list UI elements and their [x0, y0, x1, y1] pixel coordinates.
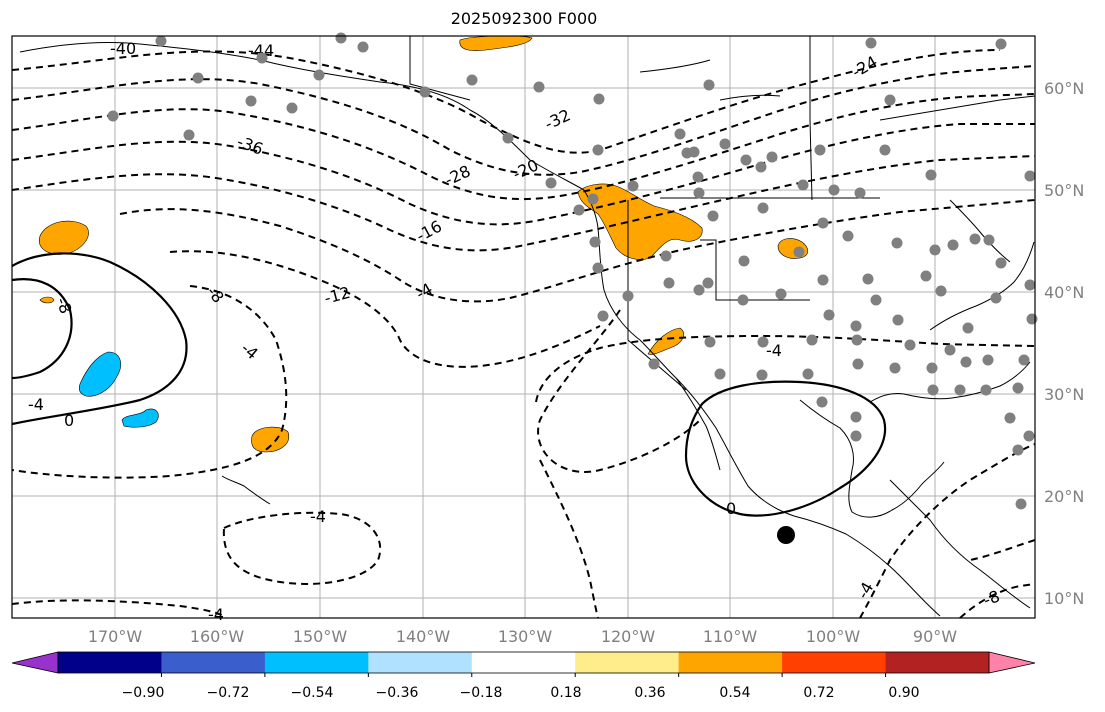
lat-label: 40°N: [1044, 283, 1084, 302]
colorbar-segment: [471, 652, 576, 673]
colorbar-tick-label: 0.54: [719, 685, 750, 701]
colorbar-segment: [368, 652, 473, 673]
colorbar-segment: [885, 652, 990, 673]
contour-label: 0: [64, 411, 74, 430]
colorbar-tick-label: 0.18: [550, 685, 581, 701]
lat-label: 60°N: [1044, 79, 1084, 98]
lat-label: 30°N: [1044, 385, 1084, 404]
longitude-labels: 170°W 160°W 150°W 140°W 130°W 120°W 110°…: [88, 627, 957, 646]
colorbar-segment: [678, 652, 783, 673]
lon-label: 130°W: [498, 627, 553, 646]
colorbar-segment: [575, 652, 680, 673]
colorbar-segment: [782, 652, 887, 673]
colorbar-tick-label: −0.90: [122, 685, 165, 701]
colorbar-tick-label: 0.72: [803, 685, 834, 701]
station-markers: [107, 32, 1038, 510]
colorbar-segment: [161, 652, 266, 673]
coastlines: [19, 36, 1036, 617]
zero-contours: [11, 252, 887, 517]
contour-label: -44: [248, 41, 274, 60]
contour-label: -4: [310, 507, 326, 526]
colorbar-outline: [57, 651, 990, 674]
contour-label: -4: [28, 395, 44, 414]
lon-label: 140°W: [396, 627, 451, 646]
colorbar: −0.90 −0.72 −0.54 −0.36 −0.18 0.18 0.36 …: [11, 651, 1036, 701]
lat-label: 20°N: [1044, 487, 1084, 506]
contour-label: -8: [981, 586, 1002, 609]
colorbar-tick-label: −0.18: [460, 685, 503, 701]
contour-label: -4: [208, 605, 224, 624]
lat-label: 50°N: [1044, 181, 1084, 200]
latitude-labels: 60°N 50°N 40°N 30°N 20°N 10°N: [1044, 79, 1084, 608]
lat-label: 10°N: [1044, 589, 1084, 608]
contour-label: 0: [726, 499, 736, 518]
colorbar-tick-label: −0.36: [376, 685, 419, 701]
colorbar-tick-labels: −0.90 −0.72 −0.54 −0.36 −0.18 0.18 0.36 …: [122, 685, 920, 701]
colorbar-tick-label: 0.36: [634, 685, 665, 701]
blue-anomaly-fills: [78, 351, 159, 428]
colorbar-tick-label: −0.72: [207, 685, 250, 701]
colorbar-extend-low: [11, 651, 59, 674]
colorbar-extend-high: [988, 651, 1036, 674]
colorbar-tick-label: −0.54: [291, 685, 334, 701]
lon-label: 160°W: [190, 627, 245, 646]
lon-label: 170°W: [88, 627, 143, 646]
colorbar-segment: [264, 652, 369, 673]
graticule: [12, 36, 1035, 618]
map-title: 2025092300 F000: [450, 9, 598, 28]
lon-label: 110°W: [703, 627, 758, 646]
lon-label: 100°W: [806, 627, 861, 646]
contour-label: -40: [110, 39, 136, 58]
contour-label: -4: [766, 341, 782, 360]
map-border: [11, 35, 1036, 619]
map-panel: -40 -44 -36 -32 -24 -28 -20 -16 -12 -8 -…: [11, 32, 1038, 624]
lon-label: 150°W: [293, 627, 348, 646]
colorbar-tick-label: 0.90: [888, 685, 919, 701]
lon-label: 120°W: [601, 627, 656, 646]
colorbar-segment: [58, 652, 162, 673]
lon-label: 90°W: [913, 627, 957, 646]
contour-label: -8: [52, 295, 75, 316]
storm-center-marker: [777, 526, 795, 544]
height-anomaly-contours: [11, 49, 1036, 619]
